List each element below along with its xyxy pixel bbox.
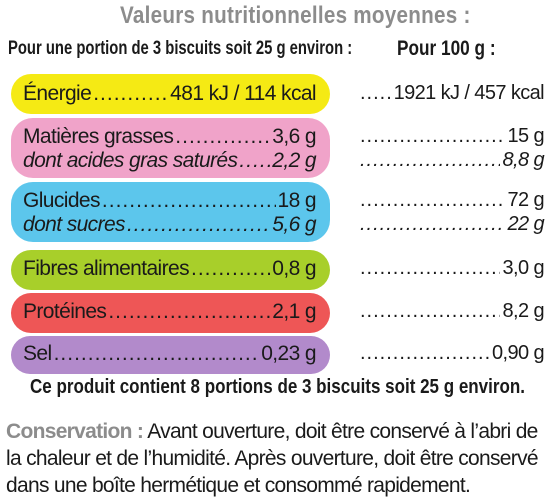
fibres-row: Fibres alimentaires ....................… <box>23 257 317 280</box>
acides-gras-satures-per100-value: 8,8 g <box>502 149 545 171</box>
matieres-grasses-band: Matières grasses .......................… <box>11 118 330 178</box>
glucides-portion-value: 18 g <box>277 189 317 212</box>
sel-band: Sel ....................................… <box>11 336 330 374</box>
acides-gras-satures-label: dont acides gras saturés <box>23 149 238 172</box>
glucides-row: Glucides ...............................… <box>23 189 317 212</box>
fibres-per100-value: 3,0 g <box>502 257 545 279</box>
sucres-row: dont sucres ............................… <box>23 213 317 236</box>
proteines-per100-row: ........................................… <box>360 300 545 322</box>
sucres-per100-row: ........................................… <box>360 213 545 235</box>
sucres-per100-value: 22 g <box>507 213 544 235</box>
conservation-text: Avant ouverture, doit être conservé à l’… <box>6 420 539 497</box>
glucides-per100-value: 72 g <box>507 189 544 211</box>
sucres-portion-value: 5,6 g <box>272 213 316 236</box>
glucides-per100-row: ........................................… <box>360 189 545 211</box>
sel-portion-value: 0,23 g <box>261 342 316 365</box>
fibres-portion-value: 0,8 g <box>272 257 316 280</box>
portions-note: Ce produit contient 8 portions de 3 bisc… <box>30 376 525 398</box>
proteines-band: Protéines ..............................… <box>11 293 330 333</box>
sel-row: Sel ....................................… <box>23 342 317 365</box>
sucres-label: dont sucres <box>23 213 126 236</box>
per100-column-header: Pour 100 g : <box>397 37 496 60</box>
matieres-grasses-per100-value: 15 g <box>507 125 544 147</box>
glucides-band: Glucides ...............................… <box>11 182 330 242</box>
matieres-grasses-per100-row: ........................................… <box>360 125 545 147</box>
portion-column-header: Pour une portion de 3 biscuits soit 25 g… <box>8 38 353 59</box>
proteines-per100-value: 8,2 g <box>502 300 545 322</box>
matieres-grasses-row: Matières grasses .......................… <box>23 125 317 148</box>
energie-row: Énergie ................................… <box>23 82 317 105</box>
acides-gras-satures-portion-value: 2,2 g <box>272 149 316 172</box>
energie-band: Énergie ................................… <box>11 74 330 114</box>
sel-per100-row: ........................................… <box>360 342 545 364</box>
matieres-grasses-label: Matières grasses <box>23 125 174 148</box>
matieres-grasses-portion-value: 3,6 g <box>272 125 316 148</box>
sel-per100-value: 0,90 g <box>491 342 545 364</box>
nutrition-title: Valeurs nutritionnelles moyennes : <box>120 2 471 29</box>
glucides-label: Glucides <box>23 189 101 212</box>
energie-portion-value: 481 kJ / 114 kcal <box>170 82 316 105</box>
proteines-row: Protéines ..............................… <box>23 300 317 323</box>
fibres-band: Fibres alimentaires ....................… <box>11 250 330 290</box>
proteines-portion-value: 2,1 g <box>272 300 316 323</box>
acides-gras-satures-per100-row: ........................................… <box>360 149 545 171</box>
energie-per100-value: 1921 kJ / 457 kcal <box>393 82 545 104</box>
sel-label: Sel <box>23 342 52 365</box>
acides-gras-satures-row: dont acides gras saturés ...............… <box>23 149 317 172</box>
energie-per100-row: ........................................… <box>360 82 545 104</box>
conservation-paragraph: Conservation : Avant ouverture, doit êtr… <box>6 418 554 499</box>
proteines-label: Protéines <box>23 300 107 323</box>
fibres-per100-row: ........................................… <box>360 257 545 279</box>
conservation-label: Conservation : <box>6 420 144 443</box>
fibres-label: Fibres alimentaires <box>23 257 190 280</box>
energie-label: Énergie <box>23 82 92 105</box>
